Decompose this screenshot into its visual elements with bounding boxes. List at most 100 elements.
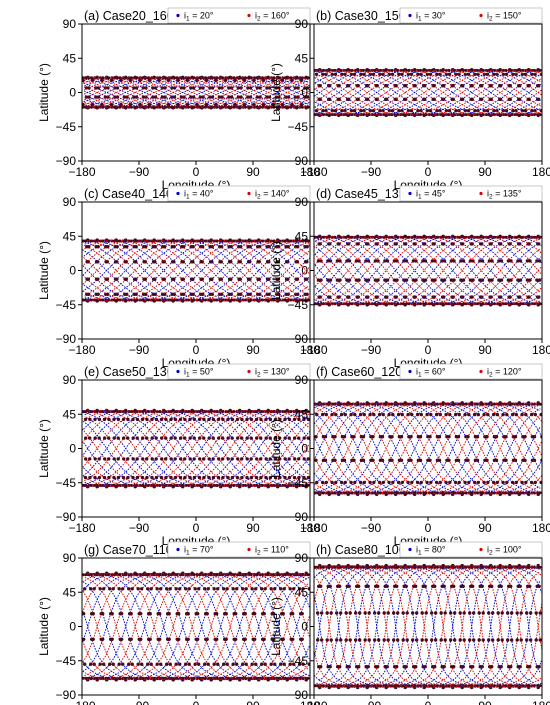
track-marker — [243, 573, 247, 577]
track-marker — [257, 260, 261, 264]
track-marker — [262, 612, 266, 616]
track-marker — [283, 417, 287, 422]
track-marker — [366, 584, 370, 588]
track-marker — [418, 684, 422, 688]
track-marker — [103, 436, 107, 440]
track-marker — [161, 260, 165, 264]
track-marker — [175, 637, 179, 641]
track-marker — [411, 611, 415, 615]
track-marker — [107, 298, 111, 302]
track-marker — [140, 475, 145, 480]
track-marker — [246, 260, 251, 264]
track-marker — [328, 584, 332, 588]
track-marker — [265, 95, 269, 99]
track-marker — [316, 68, 320, 72]
track-marker — [199, 260, 203, 264]
track-marker — [261, 239, 264, 243]
track-marker — [476, 412, 480, 417]
track-marker — [328, 259, 333, 263]
legend-marker — [176, 369, 180, 374]
track-marker — [450, 665, 454, 669]
track-marker — [406, 480, 410, 485]
track-marker — [85, 260, 89, 264]
track-marker — [441, 68, 445, 72]
track-marker — [353, 480, 357, 485]
track-marker — [338, 278, 342, 282]
track-marker — [407, 235, 411, 239]
track-marker — [407, 491, 411, 495]
track-marker — [367, 565, 371, 569]
track-marker — [459, 584, 463, 588]
track-marker — [361, 565, 365, 569]
track-marker — [147, 76, 150, 80]
track-marker — [201, 76, 205, 80]
track-marker — [266, 573, 270, 577]
track-marker — [160, 457, 164, 461]
track-marker — [472, 480, 477, 485]
track-marker — [532, 402, 536, 406]
track-marker — [305, 95, 310, 99]
track-marker — [169, 436, 173, 440]
track-marker — [289, 573, 293, 577]
track-marker — [123, 292, 127, 296]
ground-track-i1 — [315, 235, 541, 306]
track-marker — [149, 587, 153, 591]
track-marker — [224, 612, 228, 616]
track-marker — [316, 638, 320, 642]
track-marker — [271, 103, 275, 107]
track-marker — [461, 259, 466, 263]
track-marker — [430, 113, 434, 117]
track-marker — [447, 402, 451, 406]
track-marker — [333, 72, 338, 77]
track-marker — [453, 412, 458, 417]
track-marker — [517, 97, 521, 102]
x-tick-label: −90 — [129, 165, 150, 179]
track-marker — [473, 72, 477, 77]
track-marker — [155, 662, 159, 666]
track-marker — [259, 417, 263, 422]
track-marker — [390, 72, 395, 77]
track-marker — [373, 278, 378, 282]
track-marker — [458, 235, 462, 239]
track-marker — [167, 573, 171, 577]
track-marker — [338, 259, 342, 263]
track-marker — [215, 76, 219, 80]
track-marker — [504, 565, 508, 569]
track-marker — [216, 475, 221, 480]
track-marker — [180, 260, 184, 264]
track-marker — [267, 86, 272, 90]
track-marker — [198, 573, 202, 577]
track-marker — [254, 587, 258, 591]
track-marker — [236, 436, 240, 440]
y-tick-label: −45 — [288, 298, 309, 312]
track-marker — [371, 109, 376, 113]
track-marker — [453, 113, 457, 117]
track-marker — [492, 72, 496, 77]
track-marker — [150, 436, 154, 440]
track-marker — [131, 436, 135, 440]
x-tick-label: 90 — [246, 343, 260, 357]
track-marker — [113, 245, 117, 249]
track-marker — [278, 76, 282, 80]
track-marker — [526, 665, 530, 669]
track-marker — [227, 260, 232, 264]
track-marker — [527, 113, 531, 117]
track-marker — [146, 587, 150, 591]
x-tick-label: −90 — [129, 699, 150, 705]
track-marker — [286, 86, 291, 90]
track-marker — [89, 587, 93, 591]
track-marker — [425, 480, 429, 485]
track-marker — [318, 84, 322, 88]
track-marker — [131, 417, 135, 422]
track-marker — [424, 113, 428, 117]
track-marker — [255, 298, 259, 302]
legend-entry: i1 = 40° — [184, 189, 214, 201]
track-marker — [530, 109, 534, 113]
track-marker — [268, 436, 272, 440]
track-marker — [216, 417, 221, 422]
track-marker — [530, 72, 534, 77]
track-marker — [441, 491, 445, 495]
track-marker — [401, 113, 405, 117]
track-marker — [220, 292, 224, 296]
track-marker — [151, 277, 156, 281]
